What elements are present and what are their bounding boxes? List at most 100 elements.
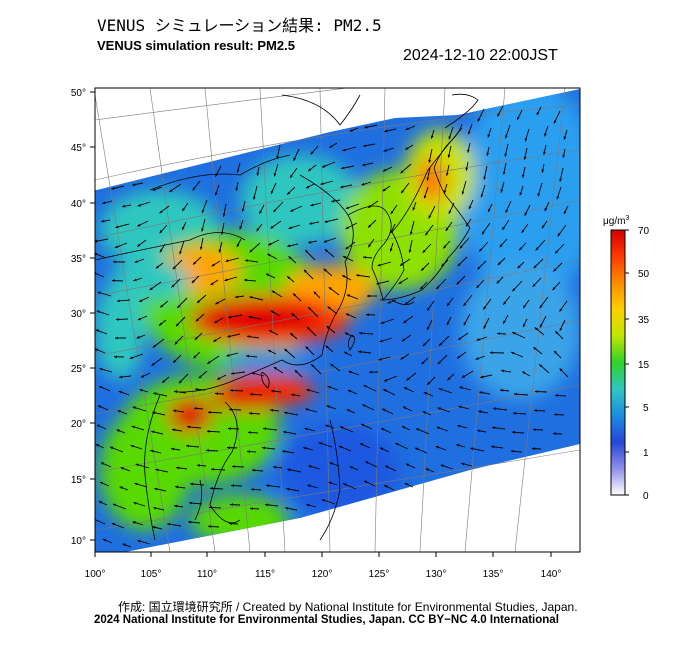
lon-tick-label: 130° [426,569,447,580]
wind-arrowhead [328,481,332,485]
wind-arrowhead [362,163,366,167]
wind-arrowhead [228,315,232,319]
wind-arrowhead [305,408,309,411]
wind-arrowhead [151,362,155,366]
wind-arrowhead [349,129,353,132]
wind-arrowhead [470,447,474,451]
wind-arrowhead [323,239,327,243]
wind-arrowhead [404,302,408,305]
wind-arrowhead [262,446,266,450]
wind-arrowhead [137,243,141,247]
wind-arrowhead [270,408,274,412]
wind-arrowhead [365,461,369,464]
wind-arrowhead [499,244,503,248]
wind-arrowhead [483,325,487,329]
lat-tick-label: 25° [71,364,86,375]
wind-arrowhead [135,463,139,467]
wind-arrowhead [348,370,352,374]
wind-arrowhead [294,370,298,374]
longitude-tick-labels: 100° 105° 110° 115° 120° 125° 130° 135° … [85,569,562,580]
wind-arrow [95,519,106,525]
lon-tick-label: 120° [312,569,333,580]
wind-arrowhead [186,444,190,448]
wind-arrowhead [403,320,407,323]
lon-tick-label: 100° [85,569,106,580]
wind-arrowhead [437,361,441,365]
wind-arrowhead [178,380,182,384]
wind-arrowhead [428,159,432,163]
wind-arrowhead [384,129,388,133]
wind-arrowhead [493,407,497,411]
wind-arrowhead [171,447,175,451]
wind-arrowhead [210,487,213,490]
wind-arrowhead [310,151,314,155]
wind-arrowhead [349,466,353,469]
wind-arrowhead [457,355,461,359]
wind-arrowhead [533,265,537,269]
wind-arrowhead [361,182,365,186]
wind-arrowhead [404,387,408,390]
wind-arrowhead [229,408,232,411]
wind-arrowhead [554,350,557,354]
wind-arrowhead [97,291,101,295]
wind-arrowhead [236,169,240,173]
wind-arrowhead [286,487,290,491]
wind-arrowhead [557,233,561,237]
wind-arrowhead [118,390,122,394]
wind-arrowhead [102,201,106,205]
wind-arrowhead [231,484,234,487]
wind-arrowhead [195,388,198,391]
wind-arrowhead [382,188,386,192]
wind-arrowhead [208,525,211,528]
lat-tick-label: 35° [71,254,86,265]
title-english: VENUS simulation result: PM2.5 [97,38,295,53]
wind-arrowhead [159,230,163,234]
wind-arrowhead [99,368,103,371]
wind-arrowhead [227,446,230,449]
lon-tick-label: 125° [369,569,390,580]
wind-arrowhead [129,356,133,359]
wind-arrowhead [458,337,462,340]
wind-arrowhead [318,442,322,445]
wind-arrowhead [115,336,118,340]
wind-arrowhead [490,351,493,355]
wind-arrowhead [190,482,193,486]
wind-arrowhead [110,446,114,450]
wind-arrowhead [329,462,333,465]
wind-arrowhead [100,462,105,465]
wind-arrowhead [288,256,292,260]
wind-arrowhead [214,320,218,323]
wind-arrowhead [323,268,327,272]
wind-arrowhead [463,322,467,326]
wind-arrowhead [249,412,252,415]
wind-arrowhead [476,284,480,288]
wind-arrowhead [305,346,309,350]
wind-arrowhead [401,338,406,342]
wind-arrowhead [182,226,185,231]
wind-arrowhead [325,345,329,349]
wind-arrowhead [172,266,176,270]
wind-arrowhead [325,424,329,428]
wind-arrowhead [256,228,260,232]
wind-arrowhead [447,377,451,381]
wind-arrowhead [192,187,196,191]
wind-arrowhead [421,267,425,271]
wind-arrowhead [422,249,426,253]
wind-arrowhead [177,305,181,308]
wind-arrowhead [133,278,137,282]
wind-arrowhead [95,239,98,243]
wind-arrowhead [555,331,559,335]
wind-arrowhead [384,378,388,382]
wind-arrowhead [477,118,481,122]
wind-arrowhead [408,249,412,253]
map-frame-border [94,87,581,553]
wind-arrowhead [201,209,205,214]
wind-arrowhead [410,231,413,235]
wind-arrowhead [368,244,371,248]
wind-arrowhead [153,392,157,395]
wind-arrowhead [347,389,351,393]
wind-arrowhead [276,155,279,159]
wind-arrowhead [287,468,291,472]
wind-arrowhead [132,406,136,410]
wind-arrowhead [345,206,349,209]
